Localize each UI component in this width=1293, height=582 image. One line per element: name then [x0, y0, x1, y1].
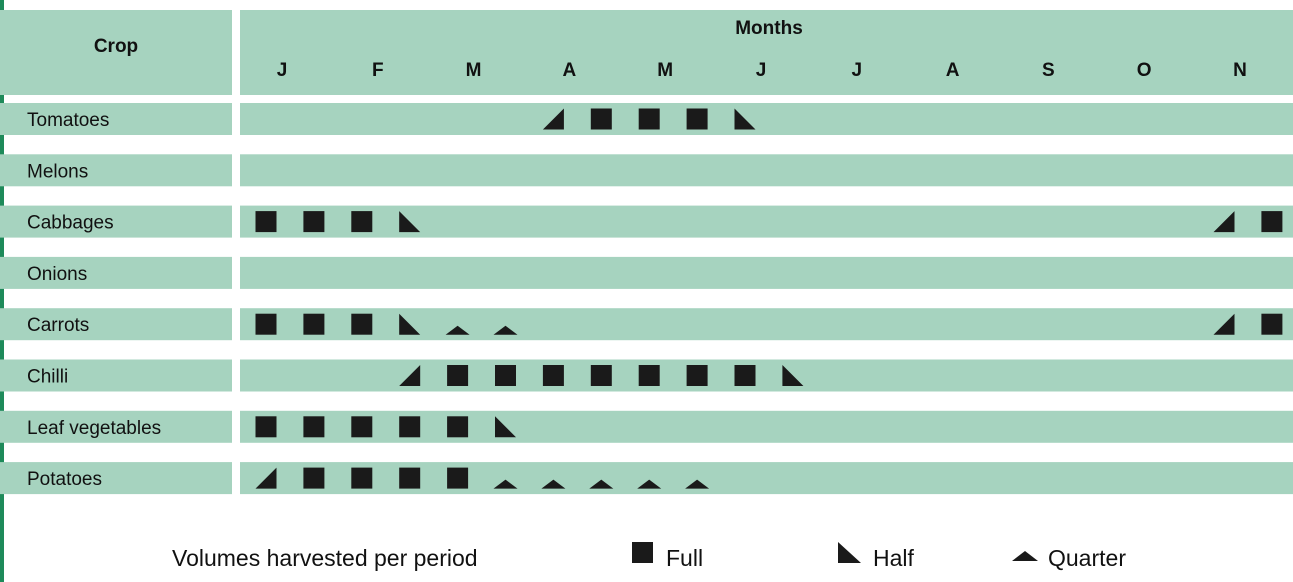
- mark-half: [399, 211, 421, 233]
- mark-full: [303, 467, 325, 489]
- timeline-band: [240, 103, 1293, 135]
- crop-label: Tomatoes: [27, 110, 109, 131]
- month-label: M: [657, 60, 673, 81]
- timeline-band: [240, 359, 1293, 392]
- mark-full: [351, 313, 373, 335]
- mark-full: [686, 365, 708, 386]
- header-band-crop: [0, 10, 232, 95]
- month-label: O: [1137, 60, 1152, 81]
- timeline-band: [240, 308, 1293, 341]
- mark-full: [638, 365, 660, 386]
- month-label: N: [1233, 60, 1247, 81]
- legend-full-label: Full: [666, 545, 703, 571]
- mark-quarter: [637, 479, 662, 489]
- month-label: J: [277, 60, 288, 81]
- mark-quarter: [589, 479, 614, 489]
- mark-half: [542, 108, 564, 130]
- mark-full: [590, 365, 612, 386]
- month-label: M: [466, 60, 482, 81]
- mark-half: [495, 416, 516, 438]
- crop-label-band: [0, 205, 232, 238]
- mark-full: [255, 313, 277, 335]
- month-label: S: [1042, 60, 1055, 81]
- mark-full: [447, 467, 469, 489]
- mark-full: [255, 416, 277, 438]
- legend-full-swatch: [632, 542, 653, 563]
- mark-full: [447, 365, 469, 386]
- mark-half: [399, 365, 421, 386]
- crop-label: Leaf vegetables: [27, 418, 161, 439]
- mark-quarter: [445, 325, 470, 335]
- mark-half: [1213, 313, 1235, 335]
- crop-label-band: [0, 462, 232, 495]
- mark-half: [399, 313, 421, 335]
- mark-quarter: [541, 479, 566, 489]
- mark-full: [590, 108, 612, 130]
- crop-label-band: [0, 154, 232, 187]
- mark-full: [399, 467, 421, 489]
- crop-label: Carrots: [27, 315, 89, 336]
- month-label: J: [852, 60, 863, 81]
- months-header: Months: [735, 18, 803, 39]
- mark-full: [303, 211, 325, 233]
- mark-half: [255, 467, 277, 489]
- left-rule: [0, 0, 4, 582]
- mark-full: [303, 416, 325, 438]
- mark-full: [734, 365, 756, 386]
- mark-quarter: [493, 325, 518, 335]
- timeline-band: [240, 462, 1293, 495]
- timeline-band: [240, 410, 1293, 443]
- timeline-band: [240, 256, 1293, 289]
- crop-label: Chilli: [27, 367, 68, 388]
- mark-full: [1261, 211, 1283, 233]
- mark-full: [351, 211, 373, 233]
- mark-full: [686, 108, 708, 130]
- mark-full: [638, 108, 660, 130]
- mark-full: [351, 467, 373, 489]
- crop-label-band: [0, 410, 232, 443]
- mark-full: [1261, 313, 1283, 335]
- mark-full: [255, 211, 277, 233]
- mark-full: [447, 416, 469, 438]
- crop-label: Cabbages: [27, 213, 114, 234]
- legend-quarter-swatch: [1012, 551, 1038, 561]
- mark-half: [734, 108, 756, 130]
- timeline-band: [240, 154, 1293, 187]
- month-label: A: [946, 60, 960, 81]
- crop-label-band: [0, 308, 232, 341]
- crop-label: Potatoes: [27, 469, 102, 490]
- month-label: A: [563, 60, 577, 81]
- mark-full: [351, 416, 373, 438]
- month-label: F: [372, 60, 384, 81]
- mark-full: [399, 416, 421, 438]
- mark-half: [782, 365, 804, 386]
- mark-quarter: [685, 479, 710, 489]
- timeline-band: [240, 205, 1293, 238]
- mark-quarter: [493, 479, 518, 489]
- mark-full: [495, 365, 516, 386]
- crop-label-band: [0, 256, 232, 289]
- crop-header: Crop: [94, 36, 138, 57]
- crop-label: Onions: [27, 264, 87, 285]
- legend-half-swatch: [838, 542, 861, 563]
- mark-full: [303, 313, 325, 335]
- crop-label: Melons: [27, 161, 88, 182]
- header-band-months: [240, 10, 1293, 95]
- mark-full: [542, 365, 564, 386]
- month-label: J: [756, 60, 767, 81]
- crop-label-band: [0, 359, 232, 392]
- legend-half-label: Half: [873, 545, 915, 571]
- legend-quarter-label: Quarter: [1048, 545, 1126, 571]
- legend-title: Volumes harvested per period: [172, 545, 478, 571]
- mark-half: [1213, 211, 1235, 233]
- crop-label-band: [0, 103, 232, 135]
